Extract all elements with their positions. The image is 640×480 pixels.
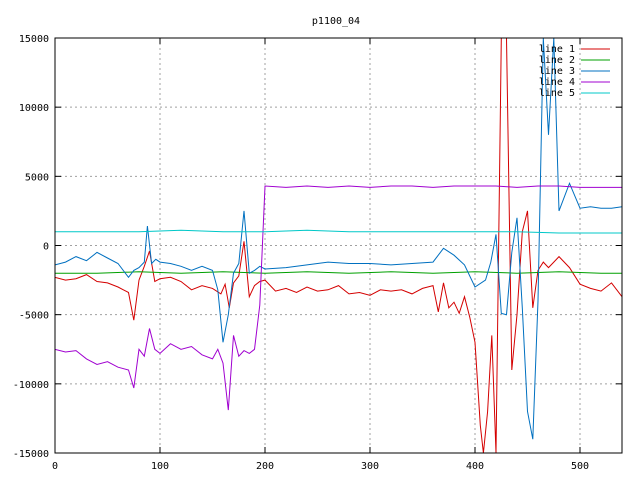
y-tick-label: 0 bbox=[43, 242, 49, 253]
y-tick-label: 10000 bbox=[19, 103, 49, 114]
grid-layer bbox=[55, 38, 622, 453]
y-tick-label: -15000 bbox=[13, 449, 49, 460]
y-tick-label: -5000 bbox=[19, 311, 49, 322]
series-4-line bbox=[55, 185, 622, 411]
legend-label: line 3 bbox=[539, 66, 575, 77]
series-3-line bbox=[55, 38, 622, 440]
series-2-line bbox=[55, 271, 622, 274]
x-tick-label: 400 bbox=[466, 461, 484, 472]
series-layer bbox=[55, 38, 622, 453]
x-tick-label: 300 bbox=[361, 461, 379, 472]
series-5-line bbox=[55, 229, 622, 234]
y-tick-label: 5000 bbox=[25, 172, 49, 183]
x-tick-label: 500 bbox=[571, 461, 589, 472]
x-tick-label: 200 bbox=[256, 461, 274, 472]
plot-frame bbox=[54, 37, 623, 454]
legend-label: line 1 bbox=[539, 44, 575, 55]
chart-title: p1100_04 bbox=[312, 16, 360, 27]
x-tick-label: 100 bbox=[151, 461, 169, 472]
axis-layer: -15000 -10000 -5000 0 5000 10000 15000 0 100 200 3… bbox=[13, 34, 622, 472]
x-tick-label: 0 bbox=[52, 461, 58, 472]
y-tick-label: -10000 bbox=[13, 380, 49, 391]
legend-label: line 5 bbox=[539, 88, 575, 99]
series-1-line bbox=[55, 38, 622, 453]
legend-label: line 4 bbox=[539, 77, 575, 88]
legend-label: line 2 bbox=[539, 55, 575, 66]
y-tick-label: 15000 bbox=[19, 34, 49, 45]
